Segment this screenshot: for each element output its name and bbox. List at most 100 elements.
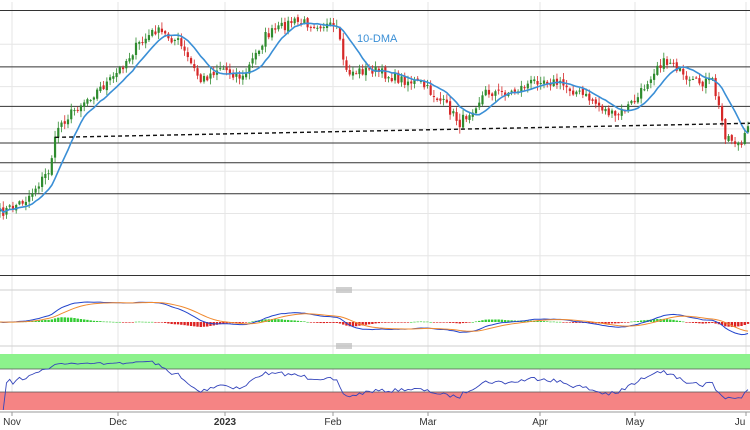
rsi-oversold-band — [0, 392, 750, 410]
candle — [717, 91, 720, 109]
candle — [445, 94, 448, 104]
candle — [620, 104, 623, 120]
candle — [720, 103, 724, 127]
macd-hist-bar — [293, 320, 296, 322]
candle-body — [293, 18, 296, 24]
candle — [57, 121, 60, 143]
macd-hist-bar — [44, 319, 47, 322]
candle-body — [28, 195, 31, 202]
macd-hist-bar — [108, 321, 112, 323]
candle-body — [720, 105, 724, 121]
candle-body — [682, 68, 685, 75]
macd-hist-bar — [73, 318, 76, 322]
candle-body — [160, 28, 164, 33]
candle — [500, 86, 504, 96]
candle-body — [678, 67, 682, 71]
macd-hist-bar — [435, 322, 439, 323]
macd-hist-bar — [138, 321, 141, 323]
candle — [18, 200, 21, 206]
macd-hist-bar — [37, 320, 41, 322]
candle — [390, 72, 393, 83]
candle — [44, 168, 47, 185]
candle-body — [669, 62, 672, 64]
candle — [568, 87, 572, 97]
macd-hist-bar — [274, 319, 277, 322]
candle — [228, 63, 232, 79]
candle-body — [186, 52, 189, 58]
macd-hist-bar — [95, 320, 99, 322]
candle — [559, 76, 562, 90]
candle — [125, 58, 128, 73]
candle-body — [393, 73, 397, 81]
candle-body — [92, 97, 96, 100]
candle-body — [351, 71, 355, 76]
candle-body — [633, 100, 636, 103]
macd-hist-bar — [354, 322, 358, 327]
candle — [601, 104, 604, 114]
macd-hist-bar — [633, 321, 636, 322]
macd-hist-bar — [196, 322, 199, 327]
x-tick-label: Feb — [324, 417, 342, 428]
macd-hist-bar — [180, 322, 183, 325]
candle-body — [432, 95, 436, 98]
candle-body — [659, 65, 662, 69]
macd-hist-bar — [329, 322, 332, 323]
macd-hist-bar — [591, 322, 594, 324]
candle — [458, 113, 461, 134]
macd-hist-bar — [610, 322, 614, 324]
candle-body — [542, 80, 546, 84]
candle-body — [497, 89, 500, 91]
candle — [724, 117, 727, 145]
macd-hist-bar — [711, 322, 714, 323]
candle — [37, 182, 40, 194]
candle-body — [730, 135, 733, 141]
candle-body — [199, 74, 202, 83]
candle-body — [228, 69, 232, 74]
candle — [76, 106, 79, 113]
candle — [698, 73, 701, 86]
macd-hist-bar — [160, 322, 164, 323]
candle — [468, 111, 471, 124]
macd-hist-bar — [112, 321, 115, 323]
candle — [474, 106, 478, 115]
candle-body — [387, 77, 390, 79]
macd-hist-bar — [105, 321, 109, 323]
candle-body — [452, 111, 455, 114]
candle-body — [196, 68, 199, 76]
macd-hist-bar — [452, 322, 455, 323]
macd-hist-bar — [601, 322, 604, 324]
macd-hist-bar — [691, 322, 695, 323]
candle — [21, 199, 24, 206]
macd-hist-bar — [445, 322, 449, 323]
macd-hist-bar — [335, 322, 338, 323]
candles — [0, 14, 750, 220]
candle-body — [640, 88, 643, 99]
candle-body — [662, 58, 665, 69]
candle-body — [617, 114, 620, 116]
candle — [549, 78, 552, 91]
candle-body — [296, 17, 300, 22]
candle — [157, 25, 160, 39]
macd-hist-bar — [494, 319, 497, 322]
candle — [244, 68, 248, 80]
macd-hist-bar — [497, 319, 500, 322]
candle-body — [672, 62, 675, 64]
macd-hist-bar — [163, 322, 167, 323]
candle-body — [423, 81, 426, 88]
candle-body — [649, 79, 652, 83]
macd-hist-bar — [170, 322, 173, 325]
candle-body — [377, 68, 380, 72]
candle-body — [96, 89, 99, 99]
macd-hist-bar — [176, 322, 180, 325]
signal-line — [0, 301, 749, 332]
macd-hist-bar — [141, 321, 144, 323]
candle-body — [70, 109, 73, 120]
candle-body — [510, 90, 513, 92]
candle — [118, 65, 121, 75]
macd-hist-bar — [89, 320, 92, 322]
candle — [251, 52, 254, 68]
candle — [649, 76, 652, 89]
macd-hist-bar — [209, 322, 212, 326]
candle-body — [636, 97, 640, 103]
